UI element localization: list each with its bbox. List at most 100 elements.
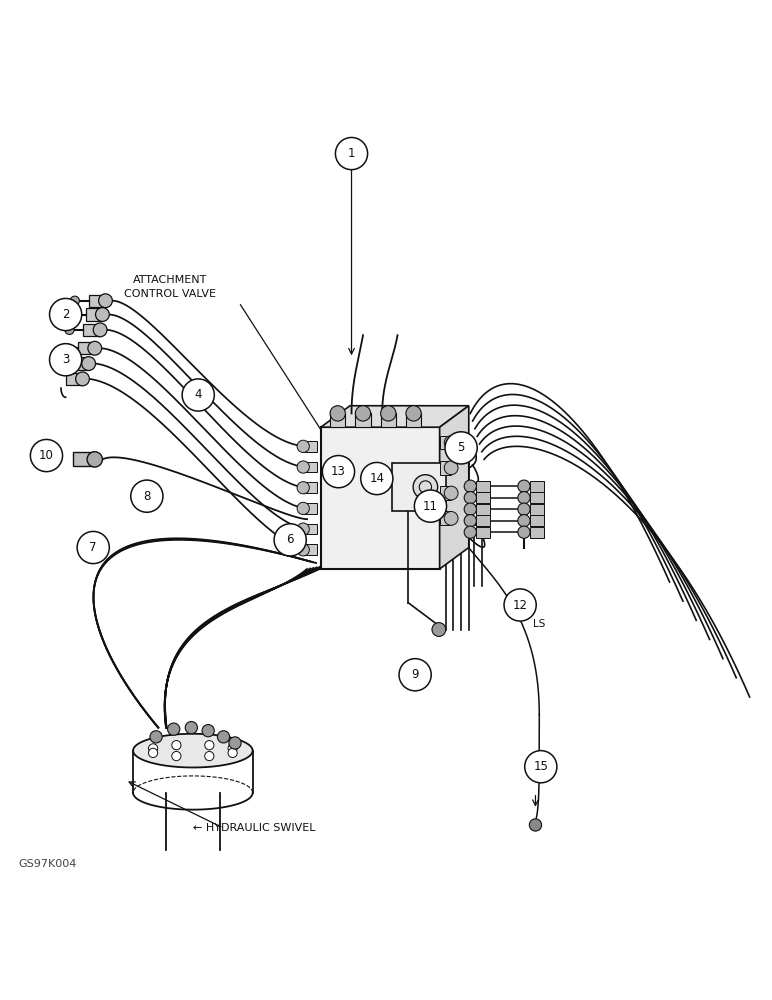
Circle shape bbox=[76, 372, 90, 386]
Circle shape bbox=[56, 359, 65, 368]
Bar bbox=[355, 413, 371, 427]
Bar bbox=[476, 515, 490, 526]
Bar bbox=[303, 544, 317, 555]
Circle shape bbox=[148, 748, 157, 757]
Circle shape bbox=[464, 480, 476, 492]
Circle shape bbox=[205, 741, 214, 750]
Circle shape bbox=[185, 722, 198, 734]
Circle shape bbox=[229, 737, 241, 749]
Circle shape bbox=[30, 439, 63, 472]
Text: 5: 5 bbox=[458, 441, 465, 454]
Circle shape bbox=[518, 480, 530, 492]
Bar bbox=[530, 492, 544, 503]
Circle shape bbox=[297, 461, 310, 473]
Bar bbox=[303, 524, 317, 534]
Bar bbox=[530, 481, 544, 492]
Circle shape bbox=[399, 659, 432, 691]
Text: 6: 6 bbox=[286, 533, 294, 546]
Bar bbox=[439, 461, 451, 475]
Text: 13: 13 bbox=[331, 465, 346, 478]
Bar bbox=[66, 373, 83, 385]
Circle shape bbox=[518, 492, 530, 504]
Polygon shape bbox=[133, 734, 252, 767]
Bar bbox=[476, 481, 490, 492]
Circle shape bbox=[444, 486, 458, 500]
Circle shape bbox=[504, 589, 537, 621]
Circle shape bbox=[297, 440, 310, 452]
Circle shape bbox=[530, 819, 542, 831]
Bar bbox=[83, 324, 100, 336]
Bar bbox=[476, 527, 490, 538]
Bar bbox=[330, 413, 345, 427]
Circle shape bbox=[172, 741, 181, 750]
Circle shape bbox=[65, 325, 74, 334]
Circle shape bbox=[381, 406, 396, 421]
Circle shape bbox=[202, 725, 215, 737]
Text: ATTACHMENT
CONTROL VALVE: ATTACHMENT CONTROL VALVE bbox=[124, 275, 216, 299]
Circle shape bbox=[88, 341, 102, 355]
Circle shape bbox=[99, 294, 113, 308]
Circle shape bbox=[432, 623, 445, 636]
Circle shape bbox=[297, 482, 310, 494]
Circle shape bbox=[228, 748, 237, 757]
Circle shape bbox=[415, 490, 446, 522]
Bar bbox=[89, 295, 106, 307]
Circle shape bbox=[444, 461, 458, 475]
Circle shape bbox=[228, 744, 237, 753]
Circle shape bbox=[87, 452, 103, 467]
Circle shape bbox=[406, 406, 422, 421]
Bar bbox=[406, 413, 422, 427]
Circle shape bbox=[274, 524, 306, 556]
Text: 1: 1 bbox=[347, 147, 355, 160]
Text: 15: 15 bbox=[533, 760, 548, 773]
Circle shape bbox=[464, 503, 476, 515]
Circle shape bbox=[93, 323, 107, 337]
Bar bbox=[72, 357, 89, 370]
Circle shape bbox=[444, 511, 458, 525]
Bar bbox=[476, 492, 490, 503]
Text: 10: 10 bbox=[39, 449, 54, 462]
Circle shape bbox=[82, 357, 96, 370]
Circle shape bbox=[464, 492, 476, 504]
Text: 12: 12 bbox=[513, 599, 527, 612]
Circle shape bbox=[518, 503, 530, 515]
Bar bbox=[321, 427, 439, 569]
Text: 2: 2 bbox=[62, 308, 69, 321]
Circle shape bbox=[518, 515, 530, 527]
Circle shape bbox=[413, 475, 438, 499]
Circle shape bbox=[70, 296, 80, 305]
Text: 14: 14 bbox=[369, 472, 384, 485]
Bar bbox=[439, 436, 451, 449]
Text: ← HYDRAULIC SWIVEL: ← HYDRAULIC SWIVEL bbox=[193, 823, 315, 833]
Bar bbox=[381, 413, 396, 427]
Bar bbox=[476, 504, 490, 515]
Circle shape bbox=[464, 515, 476, 527]
Circle shape bbox=[518, 526, 530, 538]
Circle shape bbox=[323, 456, 354, 488]
Circle shape bbox=[96, 308, 110, 321]
Circle shape bbox=[355, 406, 371, 421]
Polygon shape bbox=[321, 406, 469, 427]
Text: 3: 3 bbox=[62, 353, 69, 366]
Circle shape bbox=[330, 406, 345, 421]
Text: 7: 7 bbox=[90, 541, 97, 554]
Circle shape bbox=[464, 526, 476, 538]
Circle shape bbox=[205, 751, 214, 761]
Bar bbox=[530, 527, 544, 538]
Bar bbox=[303, 462, 317, 472]
Circle shape bbox=[172, 751, 181, 761]
Text: 8: 8 bbox=[143, 490, 151, 503]
Circle shape bbox=[525, 751, 557, 783]
Bar bbox=[86, 308, 103, 321]
Circle shape bbox=[67, 310, 76, 319]
Bar bbox=[439, 486, 451, 500]
Circle shape bbox=[297, 523, 310, 535]
Circle shape bbox=[130, 480, 163, 512]
Bar bbox=[530, 515, 544, 526]
Circle shape bbox=[150, 731, 162, 743]
Text: 9: 9 bbox=[411, 668, 419, 681]
Polygon shape bbox=[439, 406, 469, 569]
Bar bbox=[303, 482, 317, 493]
Bar bbox=[530, 504, 544, 515]
Circle shape bbox=[444, 436, 458, 449]
